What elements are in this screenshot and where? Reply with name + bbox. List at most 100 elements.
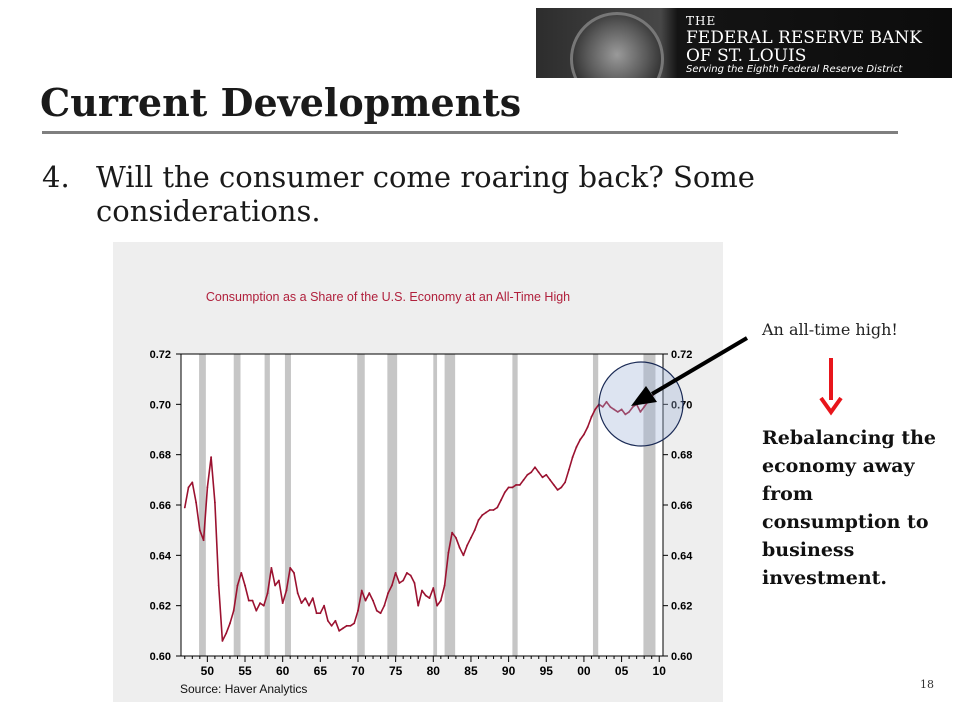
series-point <box>432 587 435 589</box>
series-point <box>334 619 337 622</box>
red-down-arrowhead <box>819 396 843 416</box>
series-point <box>225 632 228 635</box>
x-tick-label: 65 <box>314 664 328 678</box>
recession-band <box>264 354 270 656</box>
series-point <box>232 609 235 612</box>
series-point <box>281 602 284 605</box>
series-point <box>274 584 277 587</box>
recession-band <box>433 354 438 656</box>
plot-area <box>180 353 664 657</box>
series-point <box>492 509 495 511</box>
y-tick-label-left: 0.62 <box>150 601 171 613</box>
series-point <box>368 592 371 594</box>
series-point <box>519 483 521 486</box>
series-point <box>323 604 325 607</box>
x-tick-label: 50 <box>201 664 215 678</box>
series-point <box>278 579 280 582</box>
series-point <box>360 589 363 592</box>
series-point <box>191 481 194 484</box>
series-layer <box>183 390 657 642</box>
recession-band <box>512 354 518 656</box>
series-point <box>628 410 631 413</box>
series-point <box>413 582 416 584</box>
series-point <box>620 408 623 411</box>
series-point <box>537 471 540 474</box>
logo-tagline: Serving the Eighth Federal Reserve Distr… <box>686 64 903 75</box>
axis-ticks <box>176 353 668 662</box>
series-point <box>639 410 642 413</box>
series-point <box>613 408 615 411</box>
y-tick-label-right: 0.70 <box>671 399 692 411</box>
x-tick-label: 10 <box>653 664 667 678</box>
series-point <box>466 544 469 547</box>
series-point <box>503 491 506 494</box>
logo-line-2: FEDERAL RESERVE BANK <box>686 28 922 48</box>
series-point <box>477 519 480 521</box>
recession-band <box>592 354 599 656</box>
series-point <box>383 604 386 607</box>
series-point <box>319 612 322 615</box>
series-point <box>605 400 608 403</box>
series-point <box>357 609 359 612</box>
series-point <box>247 599 250 602</box>
series-point <box>650 395 653 398</box>
series-point <box>409 574 412 577</box>
page-title: Current Developments <box>40 80 522 125</box>
bullet-number: 4. <box>42 160 70 194</box>
recession-band <box>357 354 365 656</box>
series-point <box>631 405 634 408</box>
series-point <box>526 473 529 476</box>
series-point <box>439 599 442 602</box>
series-point <box>598 403 600 406</box>
series-point <box>590 416 593 418</box>
series-point <box>221 640 224 642</box>
series-point <box>285 589 288 592</box>
series-point <box>394 572 397 574</box>
series-point <box>647 400 649 403</box>
series-point <box>545 473 548 476</box>
series-point <box>417 604 420 607</box>
series-point <box>349 624 352 627</box>
recession-band <box>199 354 206 656</box>
x-tick-label: 90 <box>502 664 516 678</box>
series-point <box>255 609 258 612</box>
series-point <box>289 567 292 569</box>
series-point <box>575 446 578 449</box>
series-point <box>338 629 341 632</box>
series-point <box>236 584 239 587</box>
series-point <box>522 478 525 481</box>
series-point <box>541 476 544 479</box>
y-tick-label-left: 0.70 <box>150 399 171 411</box>
series-point <box>567 468 570 471</box>
chart-panel: Consumption as a Share of the U.S. Econo… <box>113 242 723 702</box>
series-point <box>293 572 295 574</box>
x-tick-label: 60 <box>276 664 290 678</box>
x-tick-label: 55 <box>238 664 252 678</box>
title-divider <box>42 131 898 134</box>
series-point <box>601 405 604 408</box>
series-point <box>345 624 348 627</box>
chart-title: Consumption as a Share of the U.S. Econo… <box>206 290 570 304</box>
all-time-high-label: An all-time high! <box>762 320 898 339</box>
series-point <box>330 624 333 627</box>
recession-band <box>233 354 241 656</box>
series-point <box>244 584 246 587</box>
series-point <box>500 499 502 501</box>
series-point <box>643 405 646 408</box>
series-point <box>315 612 318 615</box>
y-tick-label-right: 0.72 <box>671 349 692 361</box>
y-tick-label-left: 0.64 <box>150 550 172 562</box>
y-tick-label-right: 0.60 <box>671 651 692 663</box>
series-point <box>534 466 536 469</box>
series-point <box>454 536 457 539</box>
series-point <box>240 572 243 574</box>
series-point <box>375 609 378 612</box>
series-point <box>654 390 657 393</box>
series-point <box>266 592 269 594</box>
series-point <box>421 589 423 592</box>
series-point <box>372 599 374 602</box>
x-tick-label: 80 <box>427 664 441 678</box>
x-tick-label: 05 <box>615 664 629 678</box>
series-point <box>583 433 585 436</box>
series-point <box>326 619 329 622</box>
